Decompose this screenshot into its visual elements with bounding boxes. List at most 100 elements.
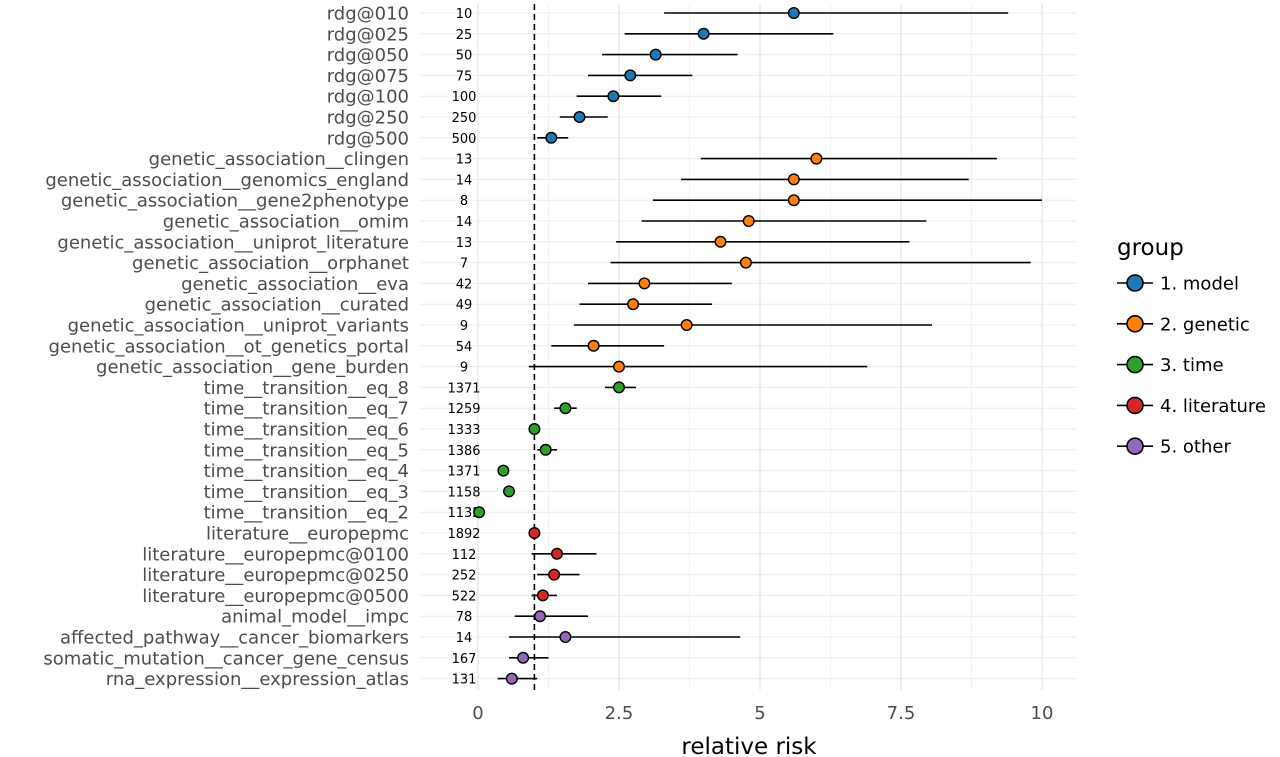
- x-axis-title: relative risk: [681, 734, 817, 757]
- estimate-point: [607, 90, 620, 103]
- row-label: rdg@500: [327, 128, 409, 149]
- row-genetic_association__uniprot_variants: genetic_association__uniprot_variants 9: [68, 316, 933, 337]
- row-count: 500: [452, 132, 477, 147]
- row-label: rdg@100: [327, 87, 409, 108]
- row-count: 112: [452, 548, 477, 563]
- row-label: affected_pathway__cancer_biomarkers: [60, 628, 409, 649]
- row-count: 1371: [447, 381, 480, 396]
- row-genetic_association__curated: genetic_association__curated 49: [145, 295, 713, 316]
- row-label: time__transition__eq_4: [204, 461, 409, 482]
- row-count: 42: [456, 277, 473, 292]
- row-label: genetic_association__orphanet: [132, 253, 409, 274]
- x-tick-label: 7.5: [887, 703, 916, 724]
- estimate-point: [787, 173, 800, 186]
- row-label: genetic_association__uniprot_variants: [68, 316, 409, 337]
- estimate-point: [613, 381, 626, 394]
- row-label: genetic_association__gene_burden: [96, 357, 409, 378]
- row-label: time__transition__eq_7: [204, 399, 409, 420]
- row-rdg@075: rdg@075 75: [327, 66, 693, 87]
- row-time__transition__eq_3: time__transition__eq_3 1158: [204, 482, 516, 503]
- row-label: genetic_association__curated: [145, 295, 409, 316]
- estimate-point: [714, 235, 727, 248]
- row-count: 1371: [447, 465, 480, 480]
- row-label: rdg@250: [327, 108, 409, 129]
- legend-item: 3. time: [1117, 355, 1224, 376]
- estimate-point: [534, 610, 547, 623]
- row-label: genetic_association__genomics_england: [45, 170, 409, 191]
- estimate-point: [638, 277, 651, 290]
- row-rdg@050: rdg@050 50: [327, 45, 738, 66]
- estimate-point: [539, 443, 552, 456]
- row-label: rdg@010: [327, 4, 409, 25]
- row-label: genetic_association__ot_genetics_portal: [49, 336, 409, 357]
- x-axis: 0 2.5 5 7.5 10: [472, 703, 1053, 724]
- estimate-point: [613, 360, 626, 373]
- legend-item: 2. genetic: [1117, 314, 1250, 335]
- row-time__transition__eq_5: time__transition__eq_5 1386: [204, 440, 557, 461]
- row-time__transition__eq_7: time__transition__eq_7 1259: [204, 399, 577, 420]
- row-count: 50: [456, 49, 473, 64]
- estimate-point: [505, 672, 518, 685]
- legend-label: 5. other: [1160, 437, 1231, 458]
- estimate-point: [517, 651, 530, 664]
- estimate-point: [545, 131, 558, 144]
- estimate-point: [573, 110, 586, 123]
- row-count: 14: [456, 173, 473, 188]
- x-tick-label: 5: [754, 703, 765, 724]
- row-rdg@010: rdg@010 10: [327, 4, 1009, 25]
- row-count: 75: [456, 69, 473, 84]
- legend-item: 1. model: [1117, 274, 1239, 295]
- row-rdg@250: rdg@250 250: [327, 108, 608, 129]
- estimate-point: [587, 339, 600, 352]
- row-rdg@025: rdg@025 25: [327, 24, 834, 45]
- row-label: literature__europepmc@0500: [142, 586, 409, 607]
- row-count: 13: [456, 236, 473, 251]
- row-count: 78: [456, 610, 473, 625]
- row-literature__europepmc: literature__europepmc 1892: [206, 524, 541, 545]
- row-count: 100: [452, 90, 477, 105]
- estimate-point: [528, 527, 541, 540]
- row-genetic_association__eva: genetic_association__eva 42: [181, 274, 732, 295]
- row-count: 252: [452, 569, 477, 584]
- row-count: 14: [456, 631, 473, 646]
- estimate-point: [528, 423, 541, 436]
- row-label: time__transition__eq_8: [204, 378, 409, 399]
- row-count: 1386: [447, 444, 480, 459]
- row-somatic_mutation__cancer_gene_census: somatic_mutation__cancer_gene_census 167: [43, 648, 549, 669]
- row-count: 54: [456, 340, 473, 355]
- row-count: 1892: [447, 527, 480, 542]
- x-tick-label: 10: [1031, 703, 1054, 724]
- row-count: 167: [452, 652, 477, 667]
- row-label: genetic_association__clingen: [149, 149, 409, 170]
- row-rdg@100: rdg@100 100: [327, 87, 662, 108]
- legend-item: 5. other: [1117, 437, 1231, 458]
- row-literature__europepmc@0100: literature__europepmc@0100 112: [142, 544, 597, 565]
- legend-key-point: [1126, 396, 1144, 415]
- row-label: rdg@025: [327, 24, 409, 45]
- legend-key-point: [1126, 355, 1144, 374]
- row-genetic_association__omim: genetic_association__omim 14: [163, 212, 927, 233]
- estimate-point: [697, 27, 710, 40]
- row-label: rna_expression__expression_atlas: [106, 669, 409, 690]
- row-count: 1333: [447, 423, 480, 438]
- estimate-point: [739, 256, 752, 269]
- legend-label: 1. model: [1160, 274, 1239, 295]
- x-tick-label: 2.5: [605, 703, 634, 724]
- row-count: 1259: [447, 402, 480, 417]
- legend-key-point: [1126, 314, 1144, 333]
- estimate-point: [559, 631, 572, 644]
- row-time__transition__eq_6: time__transition__eq_6 1333: [204, 420, 541, 441]
- row-label: literature__europepmc@0250: [142, 565, 409, 586]
- estimate-point: [473, 506, 486, 519]
- row-count: 7: [460, 257, 468, 272]
- row-genetic_association__gene2phenotype: genetic_association__gene2phenotype 8: [61, 191, 1042, 212]
- row-genetic_association__clingen: genetic_association__clingen 13: [149, 149, 997, 170]
- estimate-point: [624, 69, 637, 82]
- estimate-point: [742, 214, 755, 227]
- row-rna_expression__expression_atlas: rna_expression__expression_atlas 131: [106, 669, 538, 690]
- row-count: 14: [456, 215, 473, 230]
- estimate-point: [787, 6, 800, 20]
- row-literature__europepmc@0250: literature__europepmc@0250 252: [142, 565, 580, 586]
